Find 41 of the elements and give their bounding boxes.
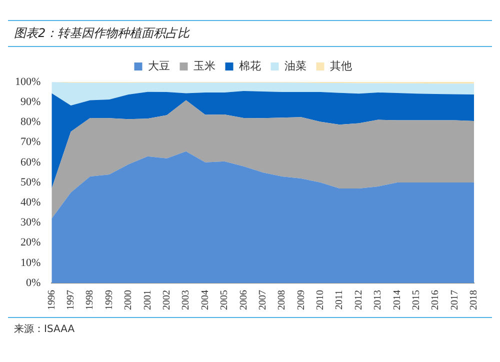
y-tick-label: 90% [20, 96, 41, 108]
y-tick-label: 70% [20, 136, 41, 148]
y-tick-label: 10% [20, 256, 41, 269]
x-tick-label: 1999 [104, 290, 115, 310]
legend-label: 油菜 [284, 59, 306, 72]
x-tick-label: 2003 [180, 290, 192, 310]
chart-title: 图表2：转基因作物种植面积占比 [8, 20, 492, 47]
x-tick-label: 2005 [219, 290, 230, 310]
x-tick-label: 2012 [353, 290, 364, 310]
source-note: 来源：ISAAA [8, 317, 492, 336]
y-tick-label: 40% [20, 196, 41, 208]
x-tick-label: 2002 [161, 290, 172, 310]
x-tick-label: 2004 [200, 290, 211, 310]
legend-label: 其他 [330, 59, 352, 72]
x-tick-label: 2015 [411, 290, 422, 310]
legend-label: 玉米 [193, 59, 216, 72]
y-tick-label: 20% [20, 236, 41, 249]
x-tick-label: 1996 [46, 290, 58, 310]
y-tick-label: 100% [14, 76, 41, 88]
x-tick-label: 2014 [392, 290, 403, 310]
x-tick-label: 2001 [142, 290, 154, 310]
x-tick-label: 2011 [334, 290, 346, 310]
x-tick-label: 2007 [257, 290, 268, 310]
y-tick-label: 80% [20, 116, 41, 128]
y-tick-label: 30% [20, 216, 41, 229]
x-tick-label: 2009 [296, 290, 307, 310]
y-tick-label: 0% [26, 276, 41, 289]
x-tick-label: 1998 [84, 290, 96, 310]
x-tick-label: 2010 [315, 290, 326, 310]
x-tick-label: 1997 [65, 290, 76, 310]
x-tick-label: 2006 [238, 290, 250, 310]
x-tick-label: 2016 [430, 290, 442, 310]
legend-label: 大豆 [148, 59, 170, 72]
x-tick-label: 2008 [276, 290, 288, 310]
x-tick-label: 2000 [123, 290, 134, 310]
y-tick-label: 50% [20, 176, 41, 188]
y-tick-label: 60% [20, 156, 41, 168]
x-tick-label: 2018 [468, 290, 480, 310]
legend-label: 棉花 [238, 59, 261, 72]
x-tick-label: 2017 [449, 290, 460, 310]
x-tick-label: 2013 [372, 290, 384, 310]
